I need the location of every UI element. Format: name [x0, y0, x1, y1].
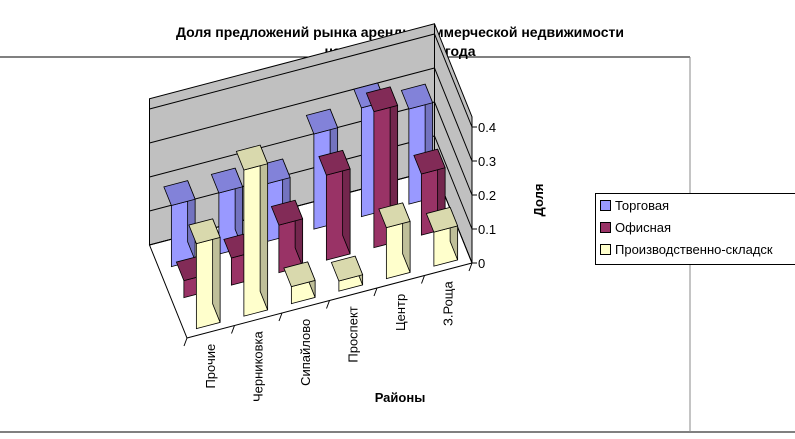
- bar-top: [378, 202, 411, 229]
- y-tick-label: 0: [478, 256, 485, 271]
- bar: [188, 218, 221, 330]
- bar-top: [365, 86, 399, 113]
- bar: [318, 149, 351, 261]
- bar: [283, 261, 316, 305]
- x-tick-label: З.Роща: [440, 280, 455, 325]
- x-tick: [373, 287, 378, 297]
- y-tick-label: 0.1: [478, 222, 496, 237]
- chart-title-line-1: Доля предложений рынка аренды коммерческ…: [175, 24, 625, 40]
- y-tick-label: 0.2: [478, 188, 496, 203]
- bar: [235, 144, 269, 317]
- legend-label: Торговая: [615, 197, 670, 213]
- bar: [378, 202, 411, 280]
- bar-top: [318, 149, 351, 176]
- bar-top: [163, 180, 196, 206]
- y-tick-label: 0.3: [478, 154, 496, 169]
- legend-swatch: [600, 243, 611, 255]
- x-tick: [326, 300, 330, 309]
- bar-top: [305, 108, 339, 135]
- bar: [425, 206, 459, 267]
- y-tick-label: 0.4: [478, 120, 496, 135]
- x-tick: [468, 262, 473, 272]
- x-tick: [421, 275, 425, 284]
- x-tick-label: Сипайлово: [298, 319, 313, 386]
- bar: [270, 199, 304, 274]
- x-tick: [231, 325, 235, 334]
- bar: [163, 180, 196, 268]
- gridline: [149, 33, 473, 128]
- legend: Торговая Офисная Производственно-складск: [595, 193, 795, 265]
- legend-label: Производственно-складск: [615, 241, 773, 257]
- bar-top: [210, 167, 244, 194]
- x-tick-label: Проспект: [345, 306, 360, 362]
- bar-side: [259, 144, 269, 311]
- gridline: [149, 67, 473, 162]
- bar-top: [413, 148, 446, 175]
- bar-top: [330, 255, 364, 282]
- legend-label: Офисная: [615, 219, 672, 235]
- x-axis-title: Районы: [375, 390, 426, 405]
- bar-top: [283, 261, 316, 288]
- legend-item: Производственно-складск: [596, 238, 795, 260]
- legend-item: Офисная: [596, 216, 795, 238]
- y-axis-title: Доля: [531, 184, 546, 217]
- bar-top: [425, 206, 459, 233]
- bar: [330, 255, 364, 292]
- legend-item: Торговая: [596, 194, 795, 216]
- legend-swatch: [600, 221, 611, 233]
- x-tick-label: Центр: [393, 294, 408, 331]
- x-tick: [183, 337, 188, 347]
- x-tick: [278, 312, 283, 322]
- bar-top: [270, 199, 304, 226]
- bar-top: [235, 144, 269, 171]
- x-tick-label: Черниковка: [250, 330, 265, 402]
- legend-swatch: [600, 199, 611, 211]
- x-tick-label: Прочие: [203, 344, 218, 389]
- bar-top: [400, 83, 434, 110]
- bar-top: [188, 218, 221, 245]
